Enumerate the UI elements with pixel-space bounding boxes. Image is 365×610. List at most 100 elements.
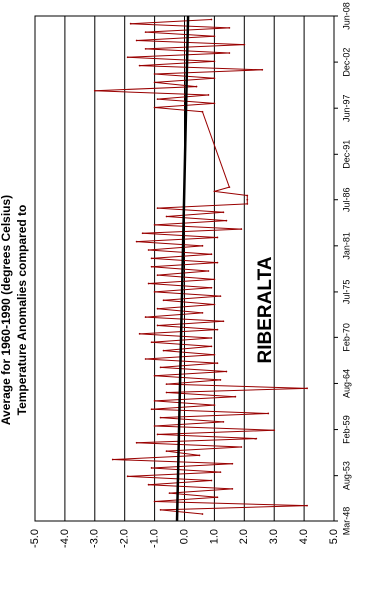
series-0-point: [222, 211, 225, 214]
series-0-point: [147, 249, 150, 251]
series-0-segment: [163, 299, 215, 305]
series-0-point: [207, 94, 210, 96]
y-tick-label: -1.0: [149, 529, 161, 548]
x-tick-label: Aug-64: [341, 369, 351, 398]
series-0-point: [150, 265, 153, 268]
series-0-segment: [136, 438, 257, 444]
series-0-point: [153, 73, 156, 75]
series-0-segment: [136, 236, 218, 243]
series-0-segment: [160, 417, 224, 423]
chart-title: RIBERALTA: [255, 256, 276, 363]
x-axis-ticks: [334, 15, 338, 522]
series-0-point: [165, 383, 168, 386]
series-0-point: [306, 504, 308, 507]
x-tick-labels: Mar-48 Aug-53 Feb-59 Aug-64 Feb-70 Jul-75 Jan-…: [341, 2, 351, 535]
series-0-point: [225, 370, 228, 373]
series-0-point: [135, 240, 138, 243]
series-0-point: [213, 353, 216, 356]
series-0-segment: [166, 387, 308, 394]
series-0-point: [156, 433, 159, 436]
series-0-point: [213, 102, 216, 105]
x-tick-label: Aug-53: [341, 461, 351, 490]
series-0-point: [162, 299, 165, 302]
series-0-point: [156, 98, 159, 101]
series-0-point: [111, 458, 114, 461]
series-0-segment: [127, 52, 230, 58]
series-0-segment: [157, 308, 203, 314]
series-0-point: [162, 349, 165, 352]
series-0-point: [246, 198, 249, 201]
grid-lines: [34, 16, 335, 521]
series-0-segment: [130, 19, 212, 25]
series-0-point: [147, 282, 150, 285]
series-0-point: [135, 441, 138, 444]
x-tick-label: Jan-81: [341, 232, 351, 260]
series-0-point: [153, 500, 156, 503]
y-tick-label: 3.0: [268, 529, 280, 544]
series-0-segment: [154, 375, 221, 381]
y-tick-label: -5.0: [29, 529, 41, 548]
x-tick-label: Dec-02: [341, 48, 351, 77]
series-0-point: [216, 496, 219, 499]
series-0-point: [126, 56, 129, 59]
series-0-segment: [145, 312, 203, 318]
series-0-segment: [139, 65, 263, 71]
series-0-point: [261, 68, 264, 71]
series-0-segment: [142, 232, 218, 238]
series-0-point: [216, 261, 219, 264]
y-tick-label: 5.0: [328, 529, 340, 544]
series-0-point: [273, 429, 276, 432]
series-0-segment: [157, 320, 224, 326]
series-0-point: [150, 257, 153, 260]
series-0-segment: [166, 215, 227, 222]
series-0-point: [210, 345, 213, 348]
series-0-point: [153, 291, 156, 293]
series-0-segment: [151, 404, 215, 410]
series-0-point: [135, 39, 138, 42]
series-0-point: [228, 186, 231, 189]
series-0-point: [246, 194, 249, 197]
series-0-segment: [157, 429, 275, 435]
series-0-point: [210, 479, 213, 482]
series-0-segment: [151, 262, 218, 268]
series-0-segment: [154, 291, 221, 297]
series-0-point: [168, 492, 171, 494]
series-0-segment: [169, 488, 233, 494]
x-tick-label: Jun-97: [341, 94, 351, 122]
series-0-segment: [148, 480, 212, 486]
series-0-point: [246, 203, 249, 205]
series-0-point: [147, 483, 150, 486]
y-axis-label-line-2: Average for 1960-1990 (degrees Celsius): [0, 195, 13, 425]
series-0-point: [159, 366, 162, 369]
series-0-point: [219, 379, 222, 381]
series-0-point: [153, 399, 156, 402]
series-0-segment: [157, 304, 215, 310]
series-0-point: [159, 508, 162, 511]
series-0-point: [213, 77, 216, 80]
series-0-segment: [151, 467, 221, 473]
series-0-point: [231, 487, 234, 490]
series-0-point: [159, 416, 162, 419]
y-tick-label: -2.0: [119, 529, 131, 548]
series-0-point: [234, 395, 237, 398]
x-tick-label: Feb-59: [341, 415, 351, 444]
series-0-segment: [148, 484, 233, 490]
series-0-point: [210, 253, 213, 256]
series-0-point: [201, 311, 204, 314]
y-axis-label-line-1: Temperature Anomalies compared to: [15, 205, 29, 416]
series-0-point: [240, 446, 243, 448]
series-0-point: [201, 244, 204, 247]
series-0-point: [219, 471, 222, 474]
series-0-point: [210, 286, 213, 289]
series-0-segment: [145, 31, 215, 37]
y-tick-label: -3.0: [89, 529, 101, 548]
series-0-segment: [157, 433, 257, 440]
series-0-segment: [136, 39, 245, 46]
series-0-segment: [154, 77, 215, 83]
series-0-point: [138, 332, 141, 335]
series-0-point: [156, 324, 159, 327]
series-0-point: [255, 437, 258, 440]
series-0-segment: [154, 220, 227, 226]
trend-layer: [175, 15, 190, 522]
